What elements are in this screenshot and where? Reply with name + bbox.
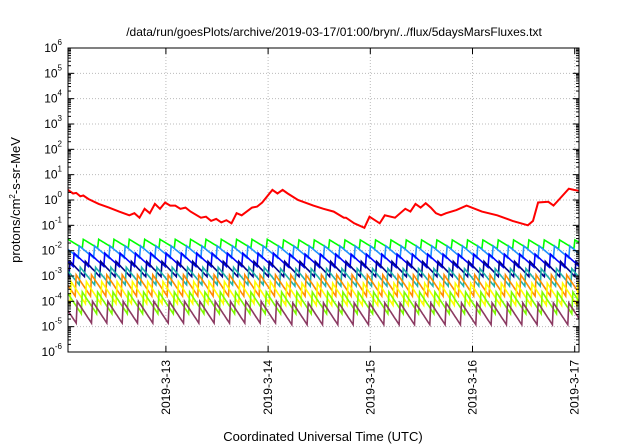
chart-title: /data/run/goesPlots/archive/2019-03-17/0… — [126, 25, 542, 39]
series-line-1 — [67, 237, 580, 251]
y-tick-label: 102 — [44, 139, 62, 156]
y-axis-ticks: 10-6 10-5 10-4 10-3 10-2 10-1 100 101 102 103 104 1… — [42, 38, 579, 359]
series-line-9 — [67, 298, 580, 328]
y-tick-label: 103 — [44, 114, 62, 131]
y-tick-label: 100 — [44, 190, 62, 207]
y-tick-label: 10-5 — [42, 317, 63, 334]
y-tick-label: 10-1 — [42, 215, 63, 232]
x-tick-label: 2019-3-13 — [159, 360, 173, 415]
series-line-7 — [67, 278, 580, 308]
x-axis-label: Coordinated Universal Time (UTC) — [223, 429, 422, 444]
series-line-0 — [67, 187, 580, 230]
series-line-4 — [67, 259, 580, 279]
x-tick-label: 2019-3-16 — [466, 360, 480, 415]
series-line-6 — [67, 272, 580, 299]
series-line-3 — [67, 251, 580, 269]
y-tick-label: 105 — [44, 63, 62, 80]
x-tick-label: 2019-3-14 — [261, 360, 275, 415]
y-tick-label: 10-2 — [42, 241, 63, 258]
x-tick-label: 2019-3-17 — [568, 360, 582, 415]
y-tick-label: 106 — [44, 38, 62, 55]
y-tick-label: 10-4 — [42, 291, 63, 308]
x-tick-label: 2019-3-15 — [363, 360, 377, 415]
series-group — [67, 187, 580, 328]
y-tick-label: 10-3 — [42, 266, 63, 283]
y-tick-label: 10-6 — [42, 342, 63, 359]
y-tick-label: 101 — [44, 165, 62, 182]
y-axis-label: protons/cm2-s-sr-MeV — [8, 137, 23, 263]
y-tick-label: 104 — [44, 89, 62, 106]
x-axis-ticks: 2019-3-13 2019-3-14 2019-3-15 2019-3-16 2019… — [159, 48, 582, 415]
